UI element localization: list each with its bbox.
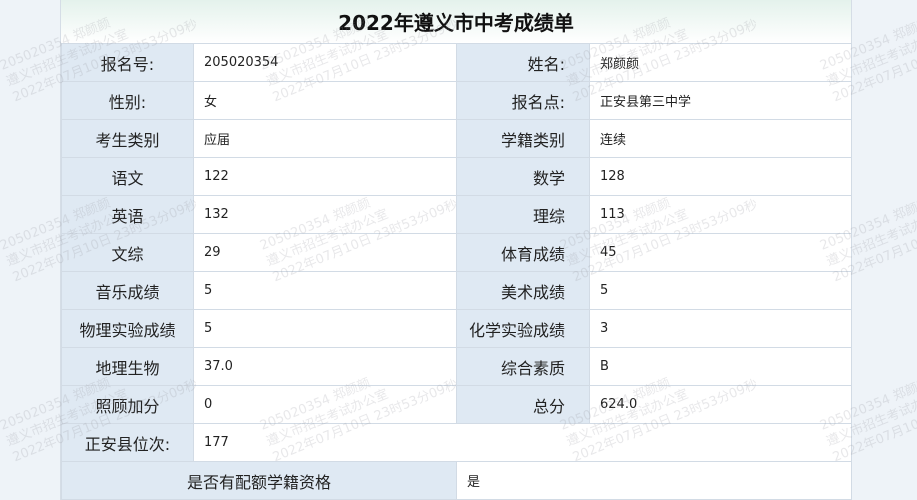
table-row: 考生类别 应届 学籍类别 连续 <box>61 119 852 158</box>
field-value: 正安县第三中学 <box>589 81 852 120</box>
field-value: 128 <box>589 157 852 196</box>
field-label: 数学 <box>456 157 590 196</box>
page-title: 2022年遵义市中考成绩单 <box>61 0 851 43</box>
quota-label: 是否有配额学籍资格 <box>61 461 457 500</box>
field-value: 45 <box>589 233 852 272</box>
field-value: 113 <box>589 195 852 234</box>
table-row: 性别: 女报名点: 正安县第三中学 <box>61 81 852 120</box>
field-label: 综合素质 <box>456 347 590 386</box>
field-label: 考生类别 <box>61 119 194 158</box>
table-row: 英语 132 理综 113 <box>61 195 852 234</box>
field-label: 文综 <box>61 233 194 272</box>
rank-value: 177 <box>193 423 852 462</box>
field-label: 学籍类别 <box>456 119 590 158</box>
table-row: 是否有配额学籍资格是 <box>61 461 852 500</box>
field-label: 性别: <box>61 81 194 120</box>
field-value: 5 <box>193 271 457 310</box>
field-value: 29 <box>193 233 457 272</box>
field-value: B <box>589 347 852 386</box>
field-label: 地理生物 <box>61 347 194 386</box>
field-value: 0 <box>193 385 457 424</box>
field-label: 化学实验成绩 <box>456 309 590 348</box>
table-row: 正安县位次: 177 <box>61 423 852 462</box>
field-label: 音乐成绩 <box>61 271 194 310</box>
field-value: 37.0 <box>193 347 457 386</box>
table-row: 文综 29 体育成绩 45 <box>61 233 852 272</box>
field-label: 照顾加分 <box>61 385 194 424</box>
field-value: 624.0 <box>589 385 852 424</box>
field-label: 英语 <box>61 195 194 234</box>
field-label: 物理实验成绩 <box>61 309 194 348</box>
table-row: 照顾加分 0 总分 624.0 <box>61 385 852 424</box>
field-value: 3 <box>589 309 852 348</box>
table-row: 音乐成绩 5 美术成绩 5 <box>61 271 852 310</box>
field-label: 理综 <box>456 195 590 234</box>
field-label: 姓名: <box>456 43 590 82</box>
table-row: 地理生物 37.0 综合素质 B <box>61 347 852 386</box>
table-row: 物理实验成绩 5 化学实验成绩 3 <box>61 309 852 348</box>
field-label: 报名号: <box>61 43 194 82</box>
field-label: 语文 <box>61 157 194 196</box>
field-value: 连续 <box>589 119 852 158</box>
field-label: 美术成绩 <box>456 271 590 310</box>
field-value: 205020354 <box>193 43 457 82</box>
field-value: 女 <box>193 81 457 120</box>
table-row: 报名号: 205020354 姓名: 郑颜颜 <box>61 43 852 82</box>
field-value: 132 <box>193 195 457 234</box>
field-value: 122 <box>193 157 457 196</box>
field-label: 报名点: <box>456 81 590 120</box>
table-row: 语文 122 数学 128 <box>61 157 852 196</box>
field-label: 总分 <box>456 385 590 424</box>
field-value: 5 <box>193 309 457 348</box>
score-table: 报名号: 205020354 姓名: 郑颜颜 性别: 女报名点: 正安县第三中学 考生类别 应届… <box>61 43 852 500</box>
quota-value: 是 <box>456 461 852 500</box>
rank-label: 正安县位次: <box>61 423 194 462</box>
score-sheet: 2022年遵义市中考成绩单 报名号: 205020354 姓名: 郑颜颜 性别: 女报名点… <box>60 0 852 500</box>
field-value: 郑颜颜 <box>589 43 852 82</box>
field-value: 应届 <box>193 119 457 158</box>
field-value: 5 <box>589 271 852 310</box>
field-label: 体育成绩 <box>456 233 590 272</box>
